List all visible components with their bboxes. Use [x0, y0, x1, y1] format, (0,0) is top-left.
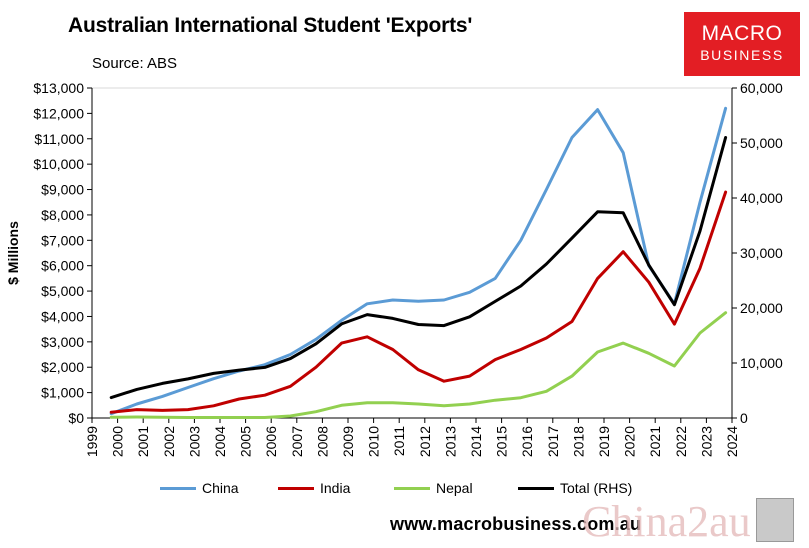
x-tick-label: 2011	[391, 426, 407, 456]
y2-tick-label: 30,000	[740, 245, 783, 261]
y-tick-label: $2,000	[41, 359, 84, 375]
y-tick-label: $6,000	[41, 258, 84, 274]
y-tick-label: $0	[68, 410, 84, 426]
x-tick-label: 2018	[570, 426, 586, 457]
x-tick-label: 1999	[84, 426, 100, 457]
x-tick-label: 2002	[161, 426, 177, 457]
y2-tick-label: 50,000	[740, 135, 783, 151]
x-tick-label: 2003	[186, 426, 202, 457]
x-tick-label: 2008	[314, 426, 330, 457]
logo-line2: BUSINESS	[700, 47, 784, 63]
legend-swatch-total	[518, 486, 554, 490]
y-tick-label: $13,000	[33, 80, 84, 96]
y-tick-label: $8,000	[41, 207, 84, 223]
x-tick-label: 2021	[647, 426, 663, 457]
y-tick-label: $12,000	[33, 105, 84, 121]
legend-label-india: India	[320, 480, 351, 496]
legend-swatch-india	[278, 486, 314, 490]
x-tick-label: 2022	[673, 426, 689, 457]
x-tick-label: 2015	[494, 426, 510, 457]
x-tick-label: 2013	[442, 426, 458, 457]
series-line-total-rhs	[109, 136, 728, 400]
x-tick-label: 2024	[724, 426, 740, 457]
x-tick-label: 2006	[263, 426, 279, 457]
y2-tick-label: 10,000	[740, 355, 783, 371]
y-tick-label: $1,000	[41, 385, 84, 401]
y-tick-label: $5,000	[41, 283, 84, 299]
y-tick-label: $3,000	[41, 334, 84, 350]
y2-tick-label: 40,000	[740, 190, 783, 206]
x-tick-label: 2005	[238, 426, 254, 457]
legend-item-india: India	[278, 480, 350, 496]
legend-swatch-china	[160, 486, 196, 490]
x-tick-label: 2009	[340, 426, 356, 457]
logo-line1: MACRO	[701, 22, 783, 45]
legend-item-total: Total (RHS)	[518, 480, 632, 496]
watermark-text: China2au	[582, 497, 751, 546]
legend-label-total: Total (RHS)	[560, 480, 633, 496]
x-tick-label: 2010	[366, 426, 382, 457]
plot-area	[91, 87, 733, 419]
legend-item-nepal: Nepal	[394, 480, 473, 496]
watermark-image	[756, 498, 794, 542]
y-tick-label: $9,000	[41, 182, 84, 198]
y2-tick-label: 20,000	[740, 300, 783, 316]
legend-swatch-nepal	[394, 486, 430, 490]
legend-label-nepal: Nepal	[436, 480, 473, 496]
x-tick-label: 2016	[519, 426, 535, 457]
y-tick-label: $11,000	[34, 131, 84, 147]
y-tick-label: $7,000	[41, 232, 84, 248]
footer-url: www.macrobusiness.com.au	[390, 514, 642, 534]
y-tick-label: $10,000	[33, 156, 84, 172]
x-tick-label: 2000	[110, 426, 126, 457]
y2-tick-label: 60,000	[740, 80, 783, 96]
series-line-china	[109, 106, 728, 416]
y-axis-label: $ Millions	[5, 221, 21, 285]
series-line-india	[109, 190, 728, 414]
x-tick-label: 2019	[596, 426, 612, 457]
x-tick-label: 2007	[289, 426, 305, 457]
legend-label-china: China	[202, 480, 239, 496]
x-tick-label: 2020	[622, 426, 638, 457]
chart-legend: China India Nepal Total (RHS)	[0, 480, 809, 500]
x-tick-label: 2012	[417, 426, 433, 457]
y-tick-label: $4,000	[41, 308, 84, 324]
y2-tick-label: 0	[740, 410, 748, 426]
x-tick-label: 2023	[698, 426, 714, 457]
chart-source: Source: ABS	[92, 55, 178, 72]
legend-item-china: China	[160, 480, 239, 496]
macrobusiness-logo: MACRO BUSINESS	[684, 12, 800, 76]
chart-title: Australian International Student 'Export…	[68, 14, 473, 37]
x-tick-label: 2004	[212, 426, 228, 457]
series-line-nepal	[109, 311, 728, 419]
x-tick-label: 2017	[545, 426, 561, 457]
x-tick-label: 2001	[135, 426, 151, 457]
x-tick-label: 2014	[468, 426, 484, 457]
